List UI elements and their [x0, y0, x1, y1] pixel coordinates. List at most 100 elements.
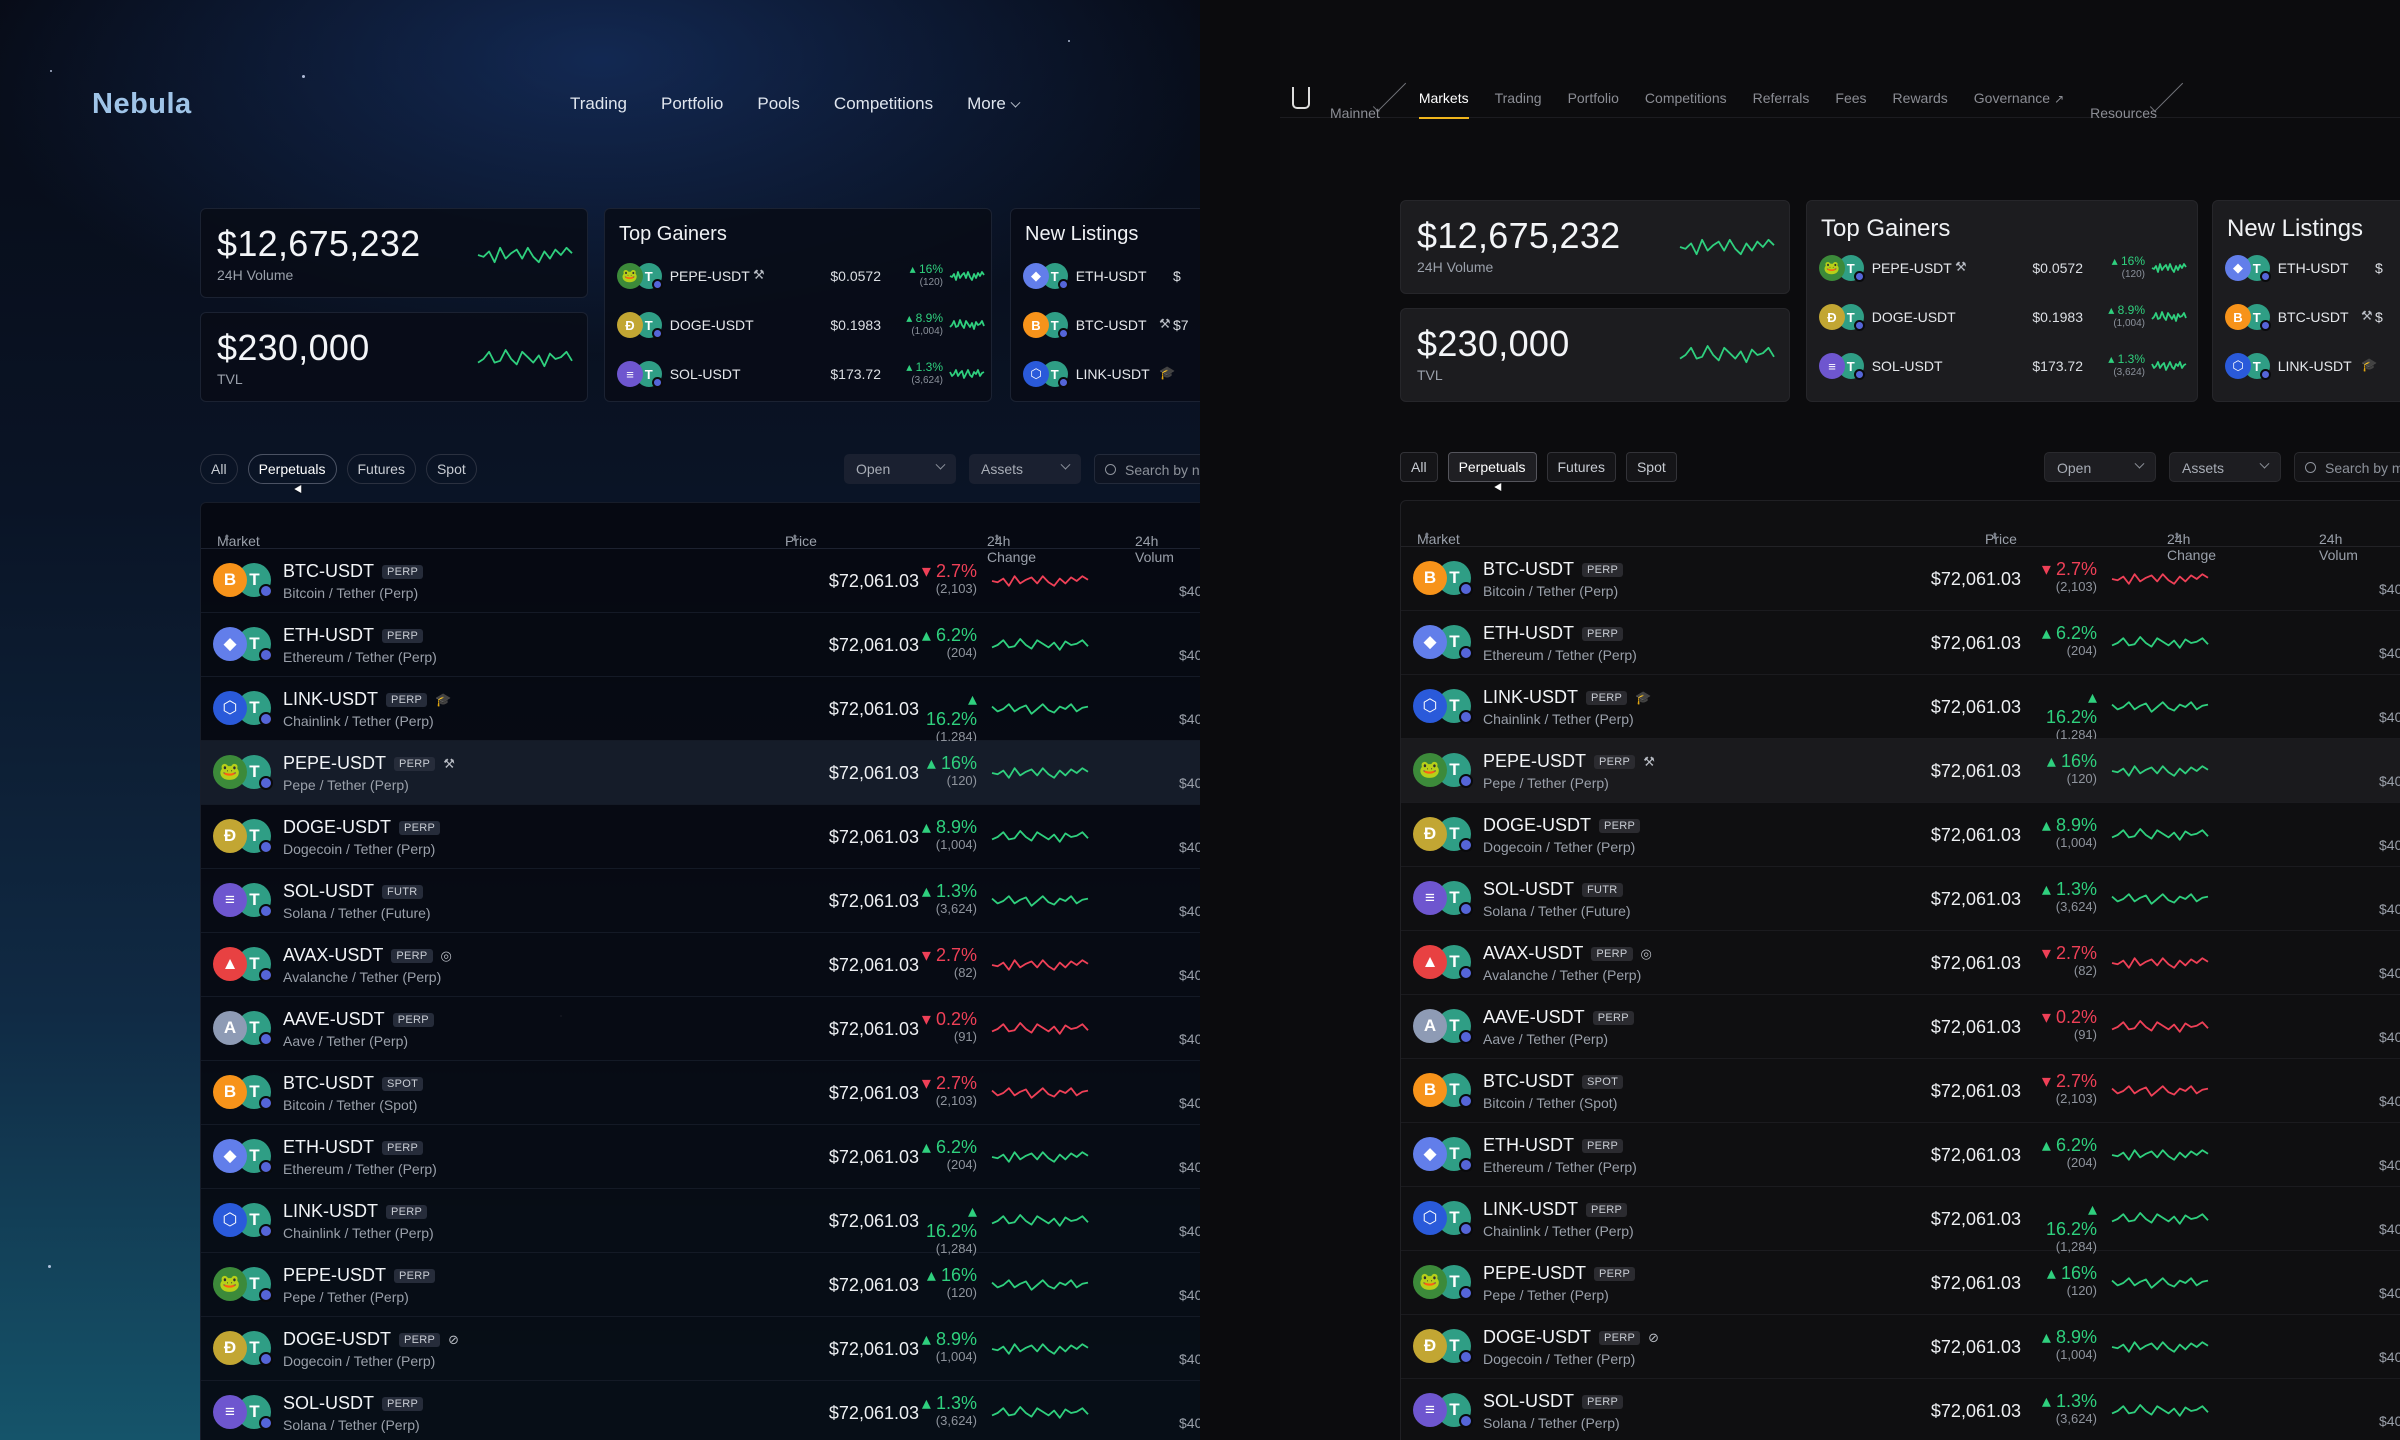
table-row[interactable]: B T BTC-USDT PERP Bitcoin / Tether (Perp) $72… — [201, 549, 1200, 613]
column-label: Market — [1417, 531, 1460, 547]
status-select[interactable]: Open — [2044, 452, 2156, 482]
top-navigation: Mainnet Markets Trading Portfolio Competitio… — [1280, 78, 2400, 121]
table-row[interactable]: ◆ T ETH-USDT PERP Ethereum / Tether (Perp) $7… — [1401, 1123, 2400, 1187]
table-row[interactable]: ⬡ T LINK-USDT PERP 🎓 Chainlink / Tether (Perp… — [201, 677, 1200, 744]
top-gainer-row[interactable]: ≡ T SOL-USDT $173.72 ▴ 1.3% (3,624) — [1819, 351, 2199, 381]
filter-all[interactable]: All — [1400, 452, 1438, 482]
assets-select[interactable]: Assets — [2169, 452, 2281, 482]
filter-spot[interactable]: Spot — [1625, 452, 1677, 482]
nav-item-more[interactable]: More — [967, 94, 1021, 114]
brand-logo-mark[interactable] — [1292, 86, 1310, 109]
table-row[interactable]: B T BTC-USDT SPOT Bitcoin / Tether (Spot) $72… — [1401, 1059, 2400, 1123]
volume-value: $12,675,232 — [1417, 215, 1621, 256]
table-row[interactable]: ◆ T ETH-USDT PERP Ethereum / Tether (Perp) $7… — [1401, 611, 2400, 675]
search-input[interactable]: Search by n — [1094, 454, 1200, 484]
market-price: $72,061.03 — [1930, 1337, 2021, 1357]
new-listing-row[interactable]: B T BTC-USDT ⚒ $ — [2225, 302, 2400, 332]
change-sparkline — [2111, 1404, 2209, 1417]
change-sparkline — [991, 1151, 1089, 1163]
table-row[interactable]: B T BTC-USDT PERP Bitcoin / Tether (Perp) $72… — [1401, 547, 2400, 611]
table-row[interactable]: 🐸 T PEPE-USDT PERP ⚒ Pepe / Tether (Perp) $72,… — [201, 741, 1200, 805]
nav-item-competitions[interactable]: Competitions — [833, 94, 934, 113]
market-type-badge: PERP — [1586, 690, 1628, 705]
nav-item-trading[interactable]: Trading — [1494, 89, 1542, 106]
nav-item-trading[interactable]: Trading — [570, 94, 628, 113]
table-row[interactable]: ≡ T SOL-USDT FUTR Solana / Tether (Future) $7… — [201, 869, 1200, 933]
new-listing-row[interactable]: ◆ T ETH-USDT $ — [1023, 261, 1200, 291]
table-row[interactable]: B T BTC-USDT SPOT Bitcoin / Tether (Spot) $72… — [201, 1061, 1200, 1125]
table-row[interactable]: ≡ T SOL-USDT PERP Solana / Tether (Perp) $72,… — [1401, 1379, 2400, 1440]
market-description: Pepe / Tether (Perp) — [283, 777, 409, 793]
up-arrow-icon: ▴ — [2041, 1327, 2056, 1347]
new-listing-row[interactable]: ⬡ T LINK-USDT 🎓 — [1023, 359, 1200, 389]
chain-badge-icon — [651, 279, 663, 291]
nav-item-referrals[interactable]: Referrals — [1752, 89, 1810, 106]
top-gainer-row[interactable]: 🐸 T PEPE-USDT ⚒ $0.0572 ▴ 16% (120) — [617, 261, 997, 291]
table-row[interactable]: A T AAVE-USDT PERP Aave / Tether (Perp) $72,0… — [1401, 995, 2400, 1059]
link-usdt-pair-icon: ⬡ T — [1023, 361, 1069, 389]
trade-count: (1,004) — [2055, 835, 2097, 850]
table-row[interactable]: Ð T DOGE-USDT PERP Dogecoin / Tether (Perp) $… — [1401, 803, 2400, 867]
filter-perpetuals[interactable]: Perpetuals — [247, 454, 337, 484]
tvl-label: TVL — [217, 371, 243, 387]
nav-item-portfolio[interactable]: Portfolio — [661, 94, 724, 113]
top-gainer-row[interactable]: ≡ T SOL-USDT $173.72 ▴ 1.3% (3,624) — [617, 359, 997, 389]
market-type-badge: PERP — [399, 820, 441, 835]
sol-usdt-pair-icon: ≡ T — [213, 883, 273, 919]
table-row[interactable]: 🐸 T PEPE-USDT PERP Pepe / Tether (Perp) $72,0… — [201, 1253, 1200, 1317]
table-row[interactable]: 🐸 T PEPE-USDT PERP ⚒ Pepe / Tether (Perp) $72,… — [1401, 739, 2400, 803]
table-row[interactable]: ◆ T ETH-USDT PERP Ethereum / Tether (Perp) $7… — [201, 613, 1200, 677]
nav-item-competitions[interactable]: Competitions — [1644, 89, 1727, 106]
table-row[interactable]: ⬡ T LINK-USDT PERP Chainlink / Tether (Perp)… — [201, 1189, 1200, 1256]
table-row[interactable]: Ð T DOGE-USDT PERP Dogecoin / Tether (Perp) $… — [201, 805, 1200, 869]
new-listing-row[interactable]: ◆ T ETH-USDT $ — [2225, 253, 2400, 283]
nav-item-governance[interactable]: Governance ↗ — [1973, 89, 2065, 106]
table-row[interactable]: Ð T DOGE-USDT PERP ⊘ Dogecoin / Tether (Perp)… — [1401, 1315, 2400, 1379]
nav-item-portfolio[interactable]: Portfolio — [1567, 89, 1619, 106]
table-row[interactable]: ◆ T ETH-USDT PERP Ethereum / Tether (Perp) $7… — [201, 1125, 1200, 1189]
brand-logo[interactable]: Nebula — [92, 87, 192, 120]
market-price: $72,061.03 — [828, 1339, 919, 1359]
table-row[interactable]: ▲ T AVAX-USDT PERP ◎ Avalanche / Tether (Perp… — [201, 933, 1200, 997]
top-gainer-row[interactable]: Ð T DOGE-USDT $0.1983 ▴ 8.9% (1,004) — [1819, 302, 2199, 332]
table-row[interactable]: ⬡ T LINK-USDT PERP Chainlink / Tether (Perp)… — [1401, 1187, 2400, 1254]
search-input[interactable]: Search by m — [2294, 452, 2400, 482]
market-volume: $40 — [2379, 1413, 2400, 1429]
filter-spot[interactable]: Spot — [425, 454, 477, 484]
new-listing-row[interactable]: B T BTC-USDT ⚒ $7 — [1023, 310, 1200, 340]
table-row[interactable]: 🐸 T PEPE-USDT PERP Pepe / Tether (Perp) $72,0… — [1401, 1251, 2400, 1315]
table-row[interactable]: ≡ T SOL-USDT FUTR Solana / Tether (Future) $7… — [1401, 867, 2400, 931]
market-volume: $40 — [1179, 583, 1200, 599]
nav-item-pools[interactable]: Pools — [757, 94, 800, 113]
nav-item-rewards[interactable]: Rewards — [1892, 89, 1948, 106]
assets-select[interactable]: Assets — [969, 454, 1081, 484]
market-name: DOGE-USDT PERP ⊘ — [1483, 1327, 1659, 1348]
top-gainer-row[interactable]: Ð T DOGE-USDT $0.1983 ▴ 8.9% (1,004) — [617, 310, 997, 340]
market-type-badge: PERP — [394, 1268, 436, 1283]
filter-perpetuals[interactable]: Perpetuals — [1447, 452, 1537, 482]
nav-item-markets[interactable]: Markets — [1418, 78, 1469, 119]
chain-badge-icon — [258, 712, 273, 727]
filter-futures[interactable]: Futures — [1546, 452, 1616, 482]
market-type-filters: All Perpetuals Futures Spot — [200, 454, 477, 484]
table-row[interactable]: Ð T DOGE-USDT PERP ⊘ Dogecoin / Tether (Perp)… — [201, 1317, 1200, 1381]
nav-item-fees[interactable]: Fees — [1835, 89, 1867, 106]
change-value: 1.3% — [935, 1393, 977, 1413]
new-listing-row[interactable]: ⬡ T LINK-USDT 🎓 — [2225, 351, 2400, 381]
trade-count: (82) — [2073, 963, 2097, 978]
market-name: ETH-USDT PERP — [283, 1137, 424, 1158]
table-row[interactable]: A T AAVE-USDT PERP Aave / Tether (Perp) $72,0… — [201, 997, 1200, 1061]
table-row[interactable]: ≡ T SOL-USDT PERP Solana / Tether (Perp) $72,… — [201, 1381, 1200, 1440]
nav-item-resources[interactable]: Resources — [2090, 78, 2184, 121]
top-gainer-row[interactable]: 🐸 T PEPE-USDT ⚒ $0.0572 ▴ 16% (120) — [1819, 253, 2199, 283]
up-arrow-icon: ▴ — [2046, 1263, 2061, 1283]
chain-badge-icon — [258, 1032, 273, 1047]
nav-item-mainnet[interactable]: Mainnet — [1330, 78, 1406, 121]
tvl-stat-card: $230,000 TVL — [200, 312, 588, 402]
table-row[interactable]: ⬡ T LINK-USDT PERP 🎓 Chainlink / Tether (Perp… — [1401, 675, 2400, 742]
table-row[interactable]: ▲ T AVAX-USDT PERP ◎ Avalanche / Tether (Perp… — [1401, 931, 2400, 995]
status-select[interactable]: Open — [844, 454, 956, 484]
filter-all[interactable]: All — [200, 454, 238, 484]
up-arrow-icon: ▴ — [921, 817, 936, 837]
filter-futures[interactable]: Futures — [346, 454, 416, 484]
